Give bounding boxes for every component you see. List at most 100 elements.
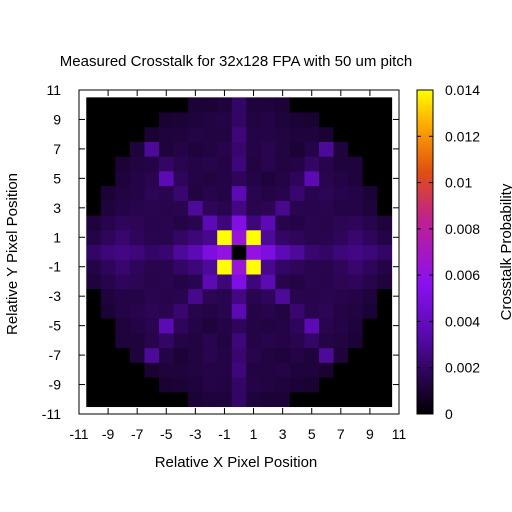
heatmap-cell [246, 112, 262, 128]
y-tick-label: -11 [42, 406, 61, 422]
heatmap-cell [275, 126, 291, 142]
colorbar-tick-label: 0.006 [445, 267, 480, 283]
heatmap-cell [304, 303, 320, 319]
y-tick-label: -3 [49, 288, 62, 304]
heatmap-cell [217, 347, 233, 363]
heatmap-cell [129, 97, 145, 113]
heatmap-cell [144, 141, 160, 157]
heatmap-cell [217, 303, 233, 319]
heatmap-cell [377, 318, 393, 334]
heatmap-cell [173, 171, 189, 187]
x-axis-ticks: -11 -9 -7 -5 -3 -1 1 3 5 7 9 11 [69, 90, 406, 442]
heatmap-cell [275, 97, 291, 113]
heatmap-cell [144, 318, 160, 334]
heatmap-cell [202, 185, 218, 201]
heatmap-cell [188, 215, 204, 231]
heatmap-cell [260, 229, 276, 246]
y-tick-label: -5 [49, 318, 62, 334]
heatmap-cell [217, 112, 233, 128]
heatmap-cell [86, 97, 102, 113]
heatmap-cell [115, 215, 131, 231]
heatmap-cell [100, 362, 116, 378]
heatmap-cell [202, 97, 218, 113]
heatmap-cell [86, 288, 102, 304]
heatmap-cell [333, 377, 349, 393]
colorbar-tick-label: 0.008 [445, 221, 480, 237]
heatmap-cell [217, 215, 233, 231]
heatmap-cell [202, 141, 218, 157]
heatmap-cell [159, 347, 174, 363]
x-tick-label: 9 [366, 426, 374, 442]
heatmap-cell [231, 200, 247, 216]
heatmap-cell [100, 244, 116, 260]
heatmap-cell [289, 347, 305, 363]
heatmap-cell [173, 274, 189, 290]
heatmap-cell [289, 333, 305, 349]
heatmap-cell [289, 318, 305, 334]
heatmap-cell [362, 185, 378, 201]
heatmap-cell [333, 185, 349, 201]
heatmap-cell [377, 333, 393, 349]
heatmap-cell [202, 362, 218, 378]
heatmap-cell [304, 97, 320, 113]
heatmap-cell [246, 185, 262, 201]
heatmap-cell [304, 229, 320, 246]
heatmap-cell [129, 288, 145, 304]
heatmap-cell [289, 97, 305, 113]
heatmap-cell [362, 333, 378, 349]
heatmap-cell [217, 141, 233, 157]
heatmap-cell [129, 244, 145, 260]
heatmap-cell [275, 215, 291, 231]
heatmap-cell [333, 215, 349, 231]
heatmap-cell [362, 274, 378, 290]
heatmap-cell [289, 156, 305, 172]
heatmap-cell [173, 141, 189, 157]
heatmap-cell [348, 97, 364, 113]
heatmap-cell [115, 274, 131, 290]
heatmap-cell [246, 171, 262, 187]
heatmap-cell [231, 141, 247, 157]
heatmap-cell [377, 126, 393, 142]
heatmap-cell [362, 156, 378, 172]
heatmap-cell [304, 362, 320, 378]
heatmap-cell [115, 333, 131, 349]
heatmap-cell [115, 185, 131, 201]
heatmap-cell [289, 185, 305, 201]
heatmap-cell [144, 347, 160, 363]
heatmap-cell [129, 274, 145, 290]
heatmap-cell [275, 259, 291, 275]
heatmap-cell [100, 141, 116, 157]
heatmap-cell [333, 244, 349, 260]
heatmap-cell [246, 391, 262, 408]
heatmap-cell [115, 97, 131, 113]
heatmap-cell [86, 347, 102, 363]
heatmap-cell [144, 333, 160, 349]
heatmap-cell [319, 259, 334, 275]
heatmap-cell [188, 333, 204, 349]
heatmap-cell [129, 112, 145, 128]
heatmap-cell [362, 288, 378, 304]
heatmap-cell [202, 200, 218, 216]
heatmap-cell [86, 244, 102, 260]
heatmap-cell [217, 274, 233, 290]
heatmap-cell [246, 156, 262, 172]
heatmap-cell [246, 377, 262, 393]
heatmap-cell [202, 333, 218, 349]
heatmap-cell [173, 391, 189, 408]
heatmap-cell [333, 259, 349, 275]
heatmap-cell [246, 126, 262, 142]
heatmap-cell [231, 112, 247, 128]
heatmap-cell [348, 141, 364, 157]
heatmap-cell [144, 391, 160, 408]
heatmap-cell [159, 288, 174, 304]
heatmap-cell [115, 377, 131, 393]
heatmap-cell [86, 112, 102, 128]
heatmap-cell [217, 185, 233, 201]
heatmap-cell [348, 333, 364, 349]
heatmap-cell [362, 303, 378, 319]
heatmap-cell [100, 126, 116, 142]
heatmap-cells [86, 97, 393, 408]
heatmap-cell [86, 318, 102, 334]
heatmap-cell [260, 318, 276, 334]
x-tick-label: 3 [279, 426, 287, 442]
